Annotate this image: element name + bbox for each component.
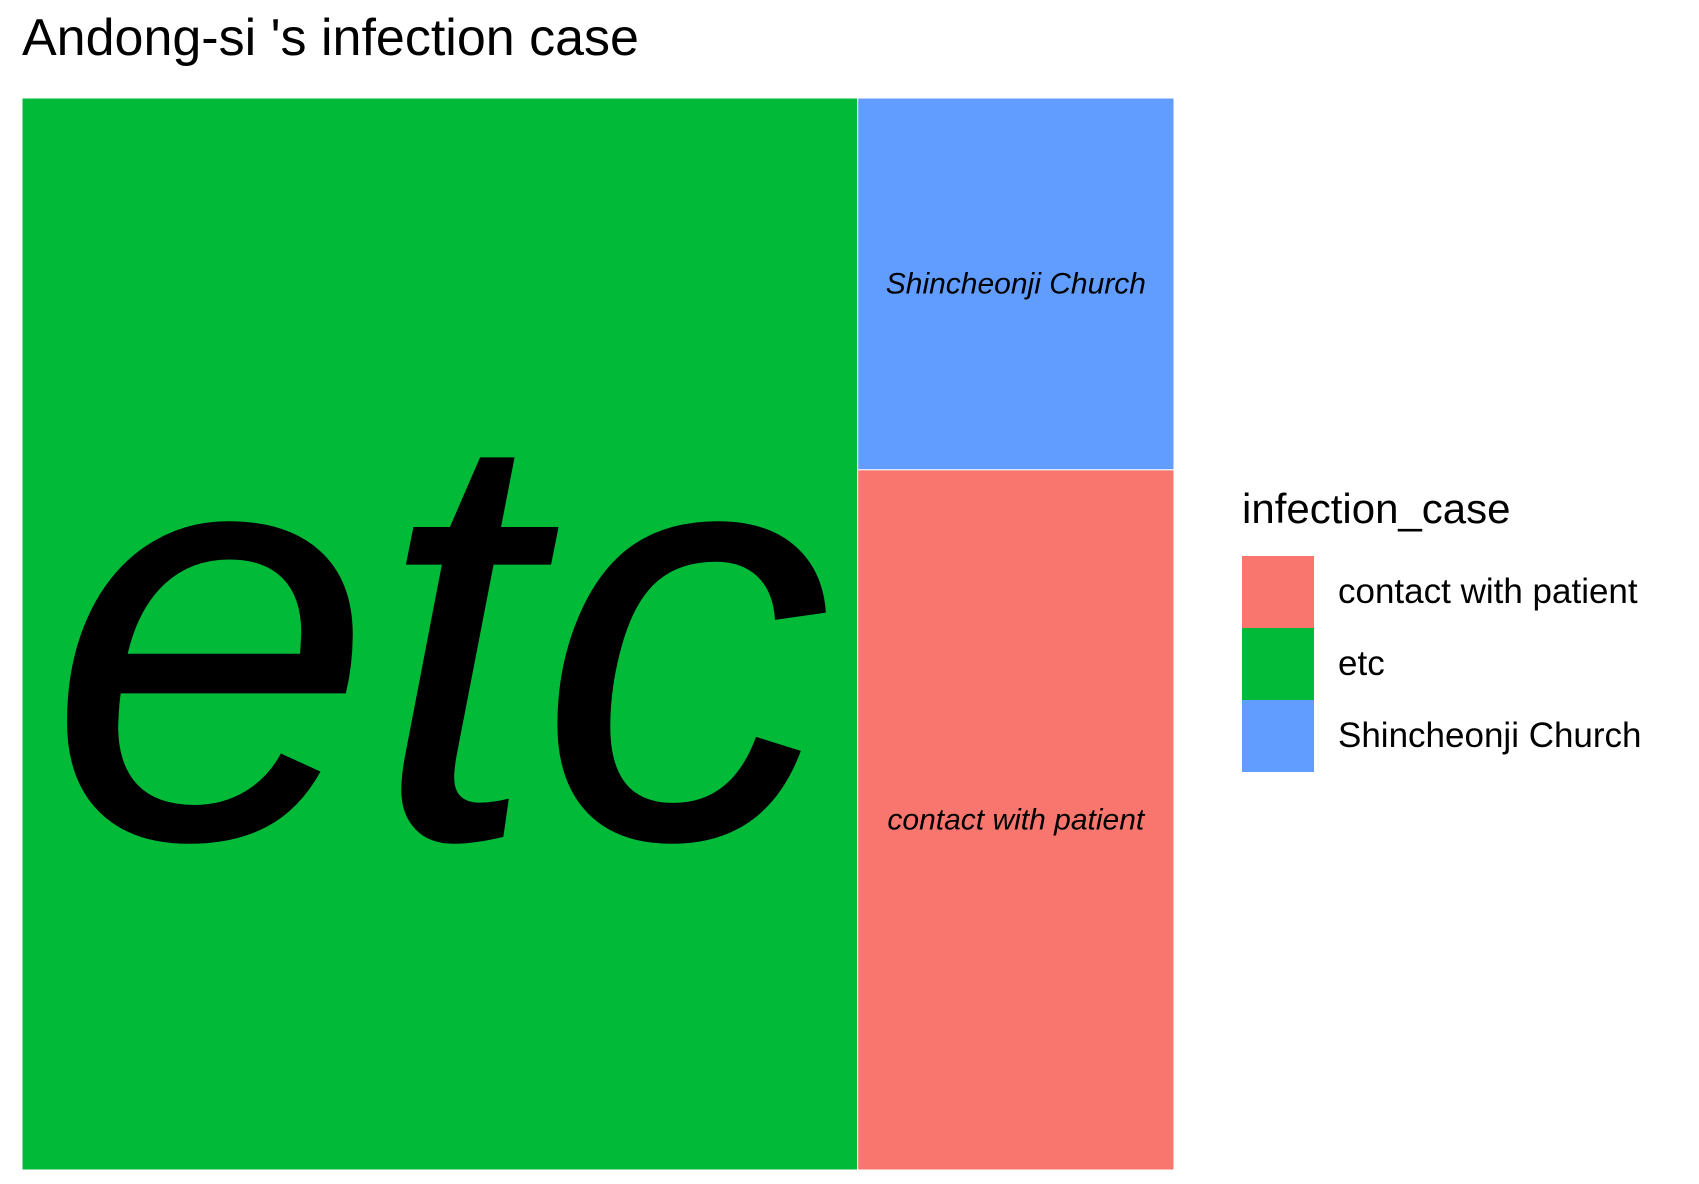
legend-item-contact-with-patient: contact with patient xyxy=(1242,556,1642,628)
legend-label-etc: etc xyxy=(1338,644,1385,683)
legend-key-contact-with-patient xyxy=(1242,556,1314,628)
chart-title: Andong-si 's infection case xyxy=(22,9,639,67)
treemap-plot: etc Shincheonji Church contact with patien… xyxy=(22,98,1174,1170)
tile-contact-with-patient xyxy=(857,469,1174,1170)
legend-key-shincheonji-church xyxy=(1242,700,1314,772)
legend-label-shincheonji-church: Shincheonji Church xyxy=(1338,716,1642,755)
legend-item-shincheonji-church: Shincheonji Church xyxy=(1242,700,1642,772)
tile-label-shincheonji-church: Shincheonji Church xyxy=(886,267,1146,300)
legend-label-contact-with-patient: contact with patient xyxy=(1338,572,1638,611)
legend-item-etc: etc xyxy=(1242,628,1642,700)
legend-title: infection_case xyxy=(1242,485,1511,532)
legend: infection_case contact with patient etc … xyxy=(1242,488,1642,772)
legend-key-etc xyxy=(1242,628,1314,700)
tile-label-etc: etc xyxy=(47,305,832,963)
tile-etc xyxy=(22,98,859,1170)
tile-shincheonji-church xyxy=(857,98,1174,471)
tile-label-contact-with-patient: contact with patient xyxy=(887,803,1145,836)
